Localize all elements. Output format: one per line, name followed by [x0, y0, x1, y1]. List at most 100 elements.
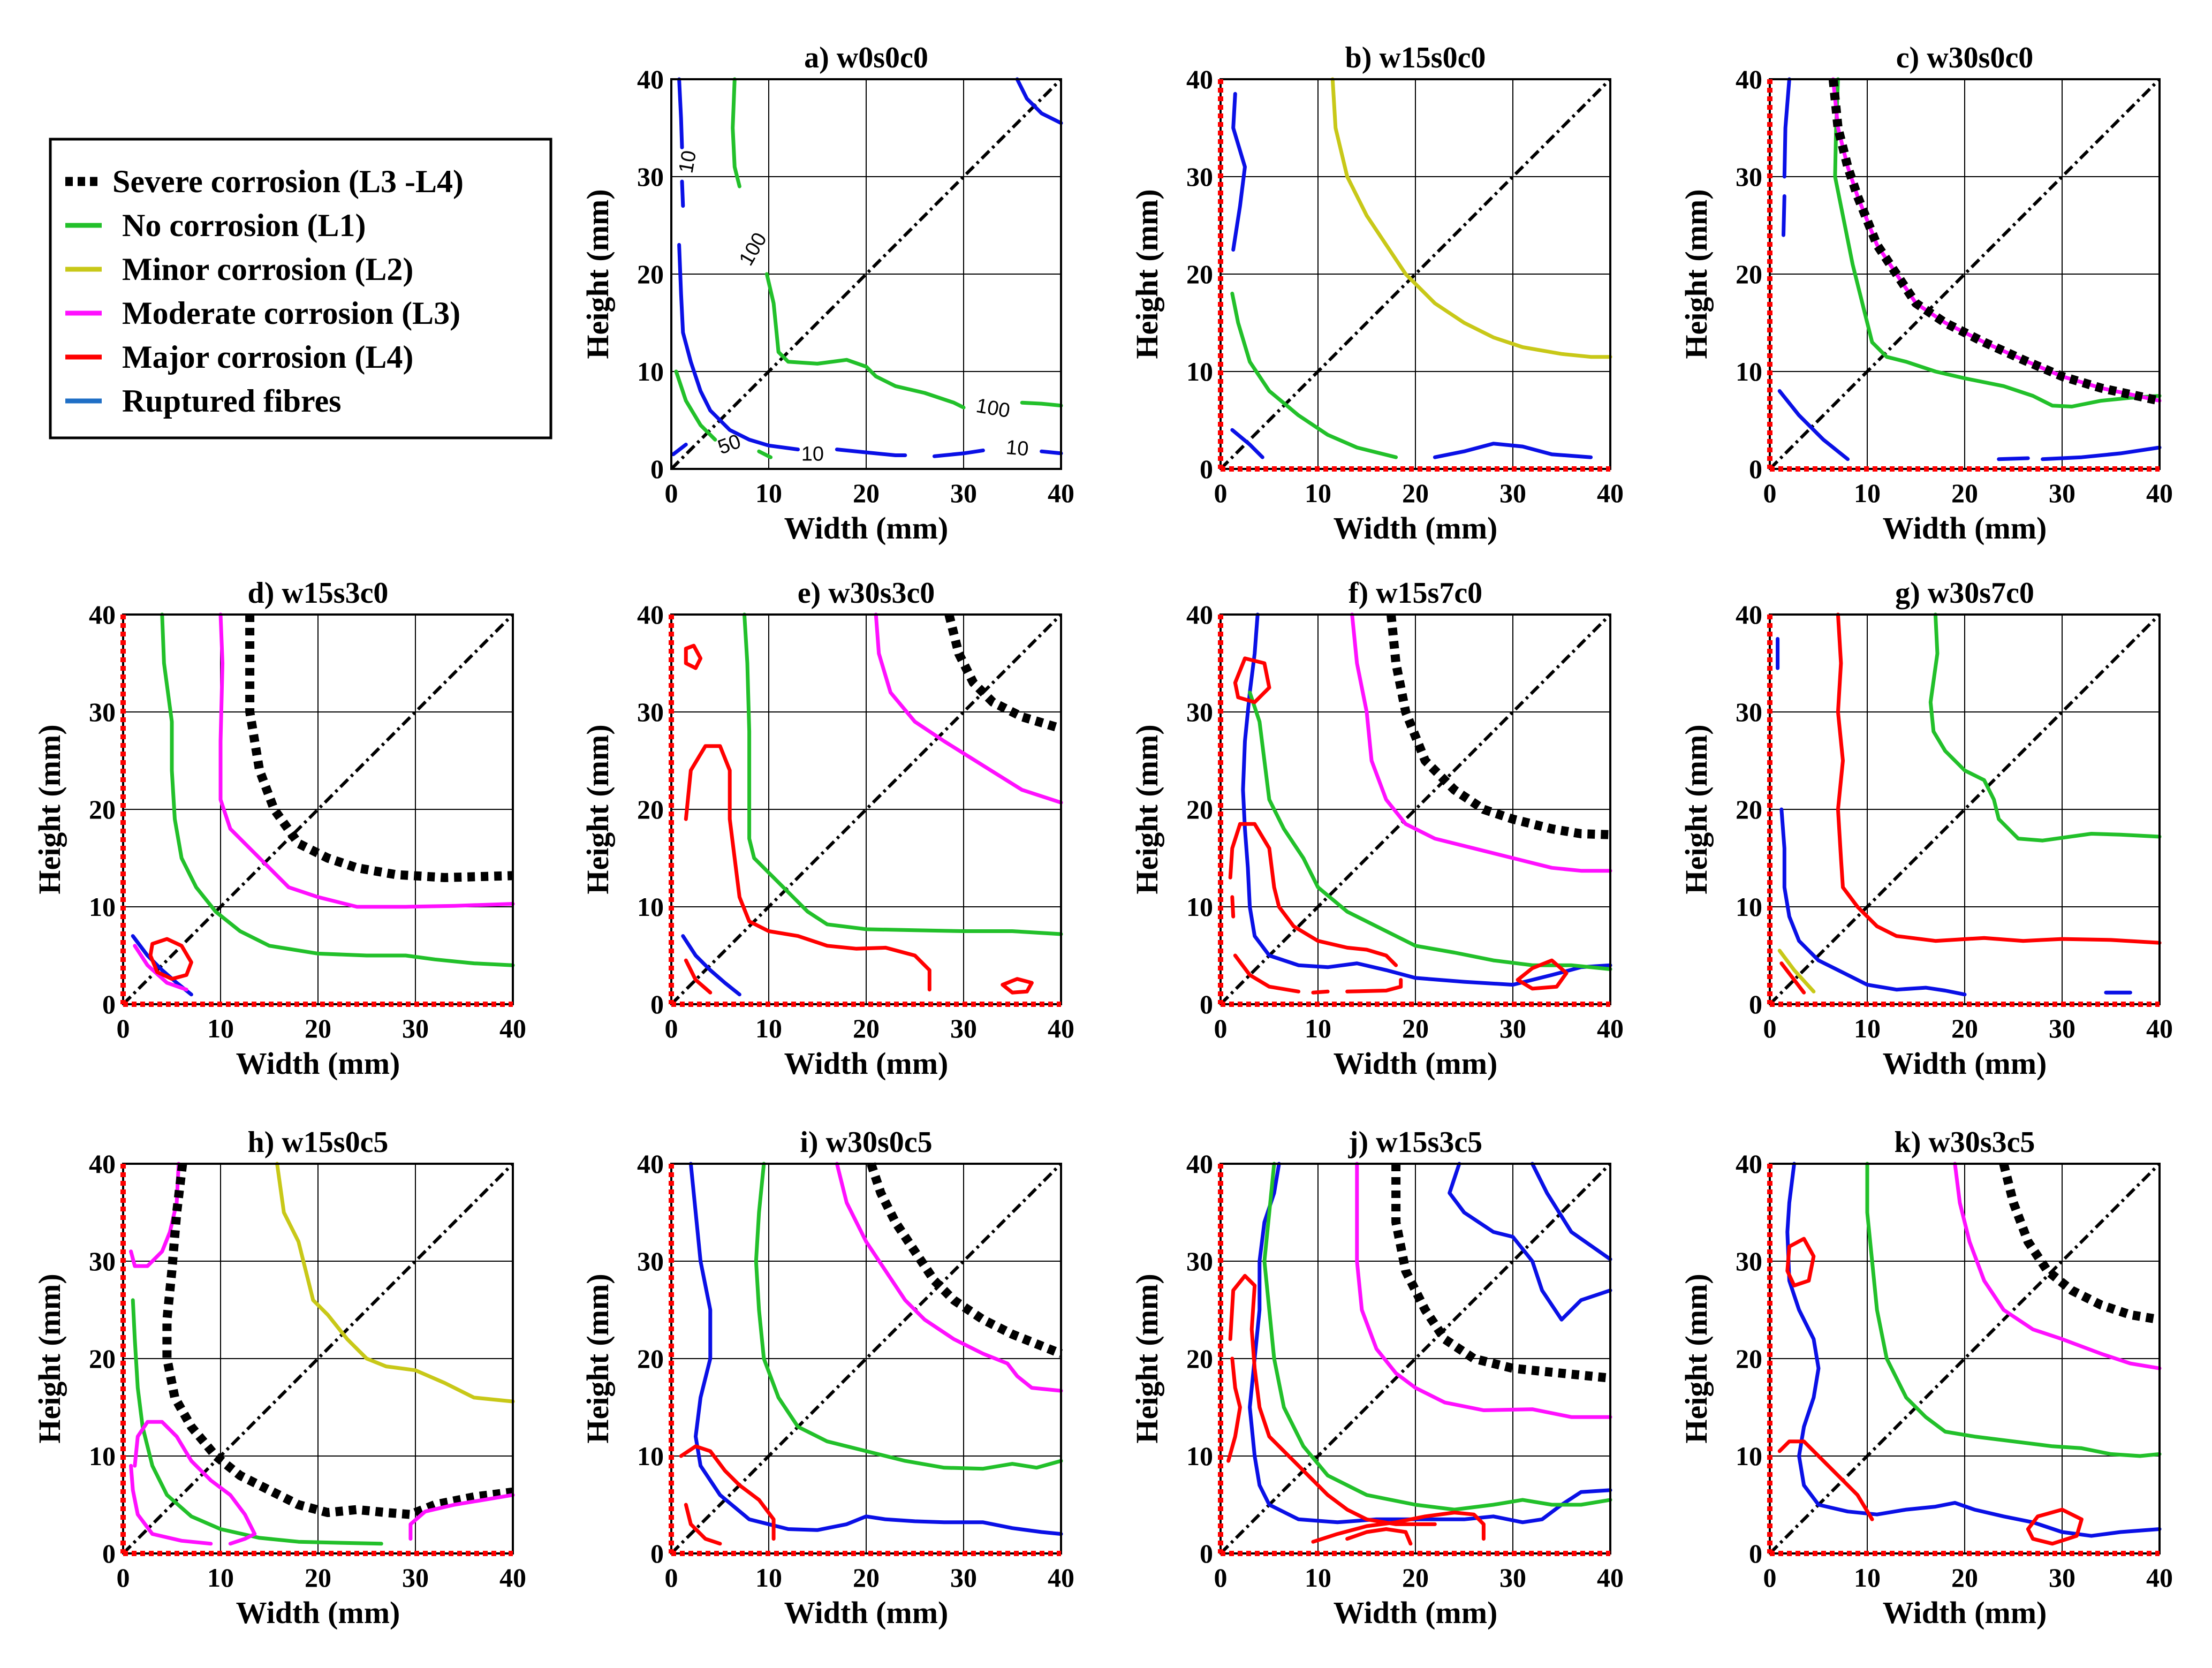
- panel-i: 0 10 20 30 40 0 10 20 30 40 i) w30s0c5 Width (mm) He…: [580, 1126, 1074, 1630]
- y-tick-label: 30: [1736, 162, 1762, 192]
- x-tick-label: 0: [665, 478, 678, 508]
- x-tick-label: 0: [1214, 478, 1228, 508]
- contour-major: [1228, 1273, 1437, 1526]
- y-tick-label: 20: [1186, 1344, 1213, 1374]
- contour-none: [764, 272, 966, 410]
- contour-none: [160, 612, 515, 967]
- legend-box: [49, 138, 552, 439]
- x-axis-label: Width (mm): [784, 1595, 949, 1630]
- plot-frame: [122, 613, 514, 1005]
- contour-none: [1928, 612, 2162, 843]
- diagonal-line: [122, 1162, 514, 1555]
- contour-none: [131, 1298, 383, 1546]
- legend-label-moderate: Moderate corrosion (L3): [122, 295, 460, 331]
- contour-moderate: [129, 1464, 213, 1546]
- contour-ruptured: [1448, 1162, 1612, 1322]
- x-tick-label: 10: [755, 1563, 782, 1593]
- contour-moderate: [129, 1162, 181, 1268]
- panel-h: 0 10 20 30 40 0 10 20 30 40 h) w15s0c5 Width (mm) He…: [32, 1126, 526, 1630]
- x-axis-label: Width (mm): [1334, 1595, 1498, 1630]
- y-tick-label: 40: [89, 600, 116, 630]
- x-tick-label: 0: [1763, 1013, 1777, 1043]
- diagonal-line: [1768, 1162, 2161, 1555]
- x-axis-label: Width (mm): [1883, 511, 2047, 545]
- contour-ruptured: [1248, 1162, 1612, 1525]
- contour-ruptured: [688, 1162, 1063, 1536]
- contour-moderate: [874, 612, 1063, 805]
- x-axis-label: Width (mm): [1334, 1046, 1498, 1081]
- y-tick-label: 40: [1736, 64, 1762, 94]
- x-tick-label: 10: [755, 478, 782, 508]
- contour-minor: [275, 1162, 515, 1404]
- y-tick-label: 20: [1736, 1344, 1762, 1374]
- x-axis-label: Width (mm): [784, 511, 949, 545]
- contour-ruptured: [677, 242, 800, 452]
- x-tick-label: 40: [2146, 478, 2173, 508]
- contour-ruptured: [1433, 442, 1593, 459]
- contour-major: [679, 1444, 776, 1541]
- panel-title: d) w15s3c0: [248, 577, 389, 610]
- contour-moderate: [1350, 612, 1612, 873]
- x-tick-label: 20: [1402, 1013, 1429, 1043]
- x-tick-label: 10: [207, 1013, 234, 1043]
- contour-moderate: [133, 1420, 257, 1536]
- contour-major: [1345, 978, 1403, 994]
- contour-none: [1865, 1162, 2162, 1458]
- x-tick-label: 0: [1214, 1563, 1228, 1593]
- x-tick-label: 30: [2049, 478, 2075, 508]
- y-axis-label: Height (mm): [1130, 189, 1164, 359]
- x-tick-label: 10: [1854, 478, 1881, 508]
- contour-major: [2026, 1507, 2084, 1546]
- y-tick-label: 30: [1736, 1246, 1762, 1276]
- panel-title: c) w30s0c0: [1896, 41, 2034, 74]
- y-tick-label: 0: [650, 454, 664, 484]
- x-tick-label: 30: [1499, 1013, 1526, 1043]
- contour-ruptured: [671, 443, 688, 457]
- y-tick-label: 40: [89, 1149, 116, 1179]
- x-tick-label: 10: [1305, 478, 1331, 508]
- x-axis-label: Width (mm): [236, 1595, 400, 1630]
- y-tick-label: 0: [1749, 1538, 1762, 1568]
- x-tick-label: 20: [1951, 1013, 1978, 1043]
- y-axis-label: Height (mm): [580, 724, 615, 894]
- y-tick-label: 10: [1186, 1441, 1213, 1471]
- legend-label-severe: Severe corrosion (L3 -L4): [112, 164, 464, 199]
- x-tick-label: 30: [950, 1013, 977, 1043]
- x-tick-label: 20: [853, 1563, 880, 1593]
- y-tick-label: 20: [637, 794, 664, 824]
- contour-label: 10: [675, 149, 701, 175]
- contour-severe: [1387, 614, 1611, 839]
- y-tick-label: 0: [102, 1538, 116, 1568]
- y-tick-label: 10: [1736, 357, 1762, 386]
- x-axis-label: Width (mm): [1883, 1046, 2047, 1081]
- legend-label-minor: Minor corrosion (L2): [122, 252, 413, 287]
- contour-major: [1311, 1511, 1486, 1544]
- contour-none: [674, 369, 717, 442]
- contour-ruptured: [1782, 194, 1786, 237]
- y-tick-label: 0: [102, 989, 116, 1019]
- panel-j: 0 10 20 30 40 0 10 20 30 40 j) w15s3c5 Width (mm) He…: [1130, 1126, 1624, 1630]
- plot-frame: [670, 78, 1062, 470]
- x-tick-label: 40: [1048, 1013, 1074, 1043]
- x-tick-label: 0: [1763, 478, 1777, 508]
- x-tick-label: 40: [1048, 478, 1074, 508]
- y-tick-label: 30: [1736, 697, 1762, 727]
- x-tick-label: 30: [1499, 1563, 1526, 1593]
- y-tick-label: 30: [1186, 697, 1213, 727]
- y-tick-label: 30: [89, 697, 116, 727]
- contour-severe: [245, 615, 513, 882]
- y-tick-label: 10: [1186, 357, 1213, 386]
- contour-ruptured: [1779, 807, 1967, 997]
- contour-major: [1345, 1527, 1413, 1546]
- x-tick-label: 0: [665, 1013, 678, 1043]
- y-tick-label: 10: [637, 892, 664, 922]
- plot-frame: [670, 613, 1062, 1005]
- contour-major: [1230, 895, 1236, 919]
- x-tick-label: 10: [1854, 1013, 1881, 1043]
- y-axis-label: Height (mm): [1679, 1273, 1714, 1443]
- contour-severe: [1999, 1162, 2161, 1324]
- x-tick-label: 30: [402, 1013, 429, 1043]
- contour-ruptured: [1230, 428, 1264, 459]
